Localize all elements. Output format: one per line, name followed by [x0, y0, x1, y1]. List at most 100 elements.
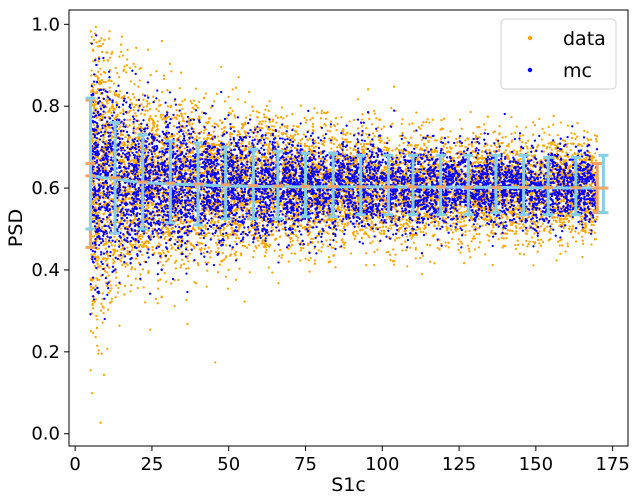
point-data	[493, 130, 497, 133]
point-data	[401, 249, 404, 252]
point-data	[90, 253, 93, 256]
point-data	[317, 141, 320, 145]
point-data	[498, 132, 501, 135]
point-data	[365, 226, 368, 230]
point-data	[254, 245, 257, 248]
point-data	[344, 208, 347, 212]
point-data	[145, 232, 148, 235]
point-data	[164, 235, 167, 239]
point-data	[180, 112, 183, 115]
point-data	[392, 263, 396, 266]
point-data	[152, 124, 155, 127]
point-data	[420, 272, 424, 276]
point-data	[92, 235, 96, 238]
point-data	[332, 246, 335, 249]
point-data	[235, 250, 238, 253]
point-data	[311, 116, 314, 120]
point-data	[427, 139, 430, 142]
point-data	[229, 112, 232, 115]
point-data	[275, 220, 278, 224]
point-data	[151, 122, 154, 125]
point-data	[565, 151, 568, 154]
point-data	[533, 124, 537, 127]
point-data	[410, 144, 413, 147]
point-data	[342, 133, 345, 136]
point-data	[110, 80, 113, 83]
point-data	[286, 124, 289, 128]
point-data	[558, 244, 561, 247]
point-data	[515, 125, 518, 128]
point-data	[204, 234, 207, 238]
point-data	[204, 127, 207, 131]
point-data	[197, 226, 200, 229]
point-data	[580, 218, 583, 221]
point-data	[480, 158, 484, 161]
point-data	[99, 421, 102, 424]
point-data	[168, 62, 172, 66]
point-data	[302, 247, 305, 250]
point-data	[156, 302, 159, 305]
point-data	[375, 117, 378, 120]
point-data	[126, 125, 129, 128]
point-data	[117, 127, 120, 131]
point-data	[296, 133, 300, 136]
point-data	[470, 216, 473, 220]
point-data	[373, 112, 377, 115]
point-data	[227, 268, 230, 272]
point-data	[540, 138, 544, 141]
point-data	[153, 218, 156, 222]
point-data	[129, 98, 132, 101]
point-data	[179, 71, 183, 74]
point-data	[391, 149, 394, 152]
point-data	[279, 115, 283, 119]
point-data	[122, 110, 125, 113]
point-data	[565, 145, 569, 148]
point-data	[285, 114, 288, 118]
point-data	[361, 228, 364, 232]
point-data	[110, 244, 113, 247]
point-data	[532, 121, 535, 124]
point-data	[362, 145, 366, 148]
point-data	[385, 146, 389, 149]
point-data	[486, 115, 490, 118]
point-data	[365, 263, 368, 267]
point-data	[274, 114, 278, 117]
point-data	[362, 165, 366, 169]
point-data	[491, 263, 494, 267]
point-data	[142, 98, 145, 101]
point-data	[189, 100, 192, 103]
point-data	[427, 181, 430, 184]
point-data	[91, 303, 94, 307]
point-data	[258, 120, 261, 123]
point-data	[115, 271, 118, 274]
point-data	[399, 155, 403, 158]
point-data	[166, 105, 170, 108]
point-data	[325, 231, 328, 234]
point-data	[325, 239, 328, 242]
point-data	[374, 182, 378, 185]
point-data	[169, 254, 172, 257]
point-data	[221, 251, 224, 255]
point-data	[463, 210, 466, 214]
point-data	[97, 352, 100, 355]
point-data	[573, 152, 577, 156]
point-data	[404, 153, 407, 156]
point-data	[216, 213, 220, 216]
point-data	[94, 298, 98, 301]
point-data	[159, 278, 162, 281]
point-data	[151, 246, 154, 249]
point-data	[497, 238, 500, 241]
point-data	[457, 248, 460, 252]
point-data	[404, 240, 407, 243]
point-data	[126, 118, 129, 122]
point-data	[444, 217, 448, 220]
point-data	[291, 239, 294, 242]
point-data	[100, 352, 103, 355]
point-data	[226, 235, 230, 238]
point-data	[362, 207, 366, 211]
point-data	[186, 138, 189, 142]
point-data	[110, 136, 113, 140]
point-data	[118, 324, 121, 327]
point-data	[306, 242, 310, 245]
point-data	[187, 155, 190, 158]
